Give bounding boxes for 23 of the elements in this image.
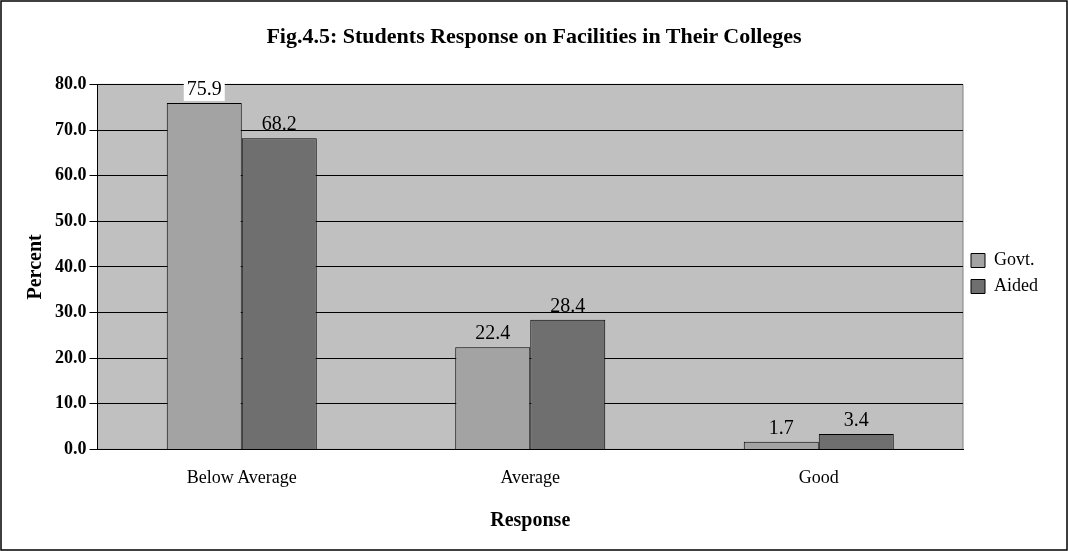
y-tick-label: 80.0 [55,73,87,94]
x-axis-title: Response [490,508,571,532]
y-tick-label: 40.0 [55,255,87,276]
y-tick-label: 0.0 [64,438,87,459]
legend-label: Aided [994,275,1039,296]
y-tick-label: 30.0 [55,301,87,322]
data-label: 75.9 [186,77,222,100]
y-axis-title: Percent [23,233,46,300]
x-tick-label: Below Average [186,466,297,487]
y-tick-label: 70.0 [55,118,87,139]
y-tick-label: 10.0 [55,392,87,413]
y-tick-label: 20.0 [55,346,87,367]
x-tick-label: Average [500,466,561,487]
y-tick-label: 60.0 [55,164,87,185]
y-tick-label: 50.0 [55,209,87,230]
data-label: 22.4 [475,321,511,344]
legend-label: Govt. [994,249,1035,270]
data-label: 1.7 [768,415,794,438]
data-label: 28.4 [550,294,586,317]
data-label: 3.4 [843,408,869,431]
x-tick-label: Good [798,466,839,487]
chart-title: Fig.4.5: Students Response on Facilities in Their Colleges [266,22,803,48]
data-label: 68.2 [261,112,297,135]
